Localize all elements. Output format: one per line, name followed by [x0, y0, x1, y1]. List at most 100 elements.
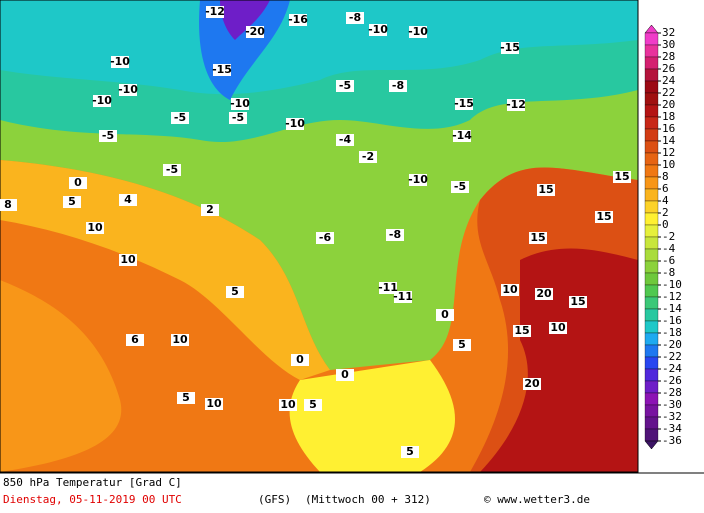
map-title: 850 hPa Temperatur [Grad C] — [3, 476, 182, 489]
map-frame — [0, 0, 639, 473]
contour-label: 4 — [124, 193, 132, 206]
contour-label-box — [205, 398, 223, 410]
scale-band — [644, 32, 659, 46]
scale-label: -20 — [662, 338, 682, 351]
scale-label: -16 — [662, 314, 682, 327]
contour-label: -5 — [174, 111, 186, 124]
contour-label: -8 — [349, 11, 361, 24]
contour-label: -4 — [339, 133, 352, 146]
contour-label: -10 — [285, 117, 305, 130]
contour-label: -20 — [245, 25, 265, 38]
scale-label: 10 — [662, 158, 675, 171]
contour-label-box — [86, 222, 104, 234]
scale-band — [644, 164, 659, 178]
scale-label: -22 — [662, 350, 682, 363]
contour-label-box — [569, 296, 587, 308]
contour-label: -10 — [118, 83, 138, 96]
scale-label: 20 — [662, 98, 675, 111]
contour-label-box — [163, 164, 181, 176]
contour-label-box — [409, 174, 427, 186]
scale-label: -8 — [662, 266, 675, 279]
contour-label-box — [111, 56, 129, 68]
scale-band — [644, 140, 659, 154]
scale-band — [644, 368, 659, 382]
contour-label: 15 — [614, 170, 629, 183]
contour-label: 20 — [524, 377, 540, 390]
contour-label-box — [69, 177, 87, 189]
scale-band — [644, 320, 659, 334]
contour-label-box — [359, 151, 377, 163]
contour-label-box — [213, 64, 231, 76]
contour-label-box — [119, 194, 137, 206]
contour-label-box — [346, 12, 364, 24]
contour-label: -12 — [205, 5, 225, 18]
contour-label: -5 — [232, 111, 244, 124]
contour-label: 8 — [4, 198, 12, 211]
scale-label: -10 — [662, 278, 682, 291]
scale-band — [644, 332, 659, 346]
scale-label: -34 — [662, 422, 682, 435]
scale-band — [644, 344, 659, 358]
contour-label-box — [453, 130, 471, 142]
contour-label: -5 — [454, 180, 466, 193]
scale-label: 18 — [662, 110, 675, 123]
scale-band — [644, 224, 659, 238]
contour-label-box — [99, 130, 117, 142]
scale-band — [644, 212, 659, 226]
scale-band — [644, 200, 659, 214]
contour-label-box — [279, 399, 297, 411]
contour-label: 5 — [309, 398, 317, 411]
scale-label: -32 — [662, 410, 682, 423]
contour-label: 10 — [120, 253, 136, 266]
contour-label-box — [63, 196, 81, 208]
contour-label-box — [455, 98, 473, 110]
scale-label: 22 — [662, 86, 675, 99]
scale-band — [644, 56, 659, 70]
contour-label: -10 — [92, 94, 112, 107]
contour-label-box — [389, 80, 407, 92]
scale-band — [644, 188, 659, 202]
contour-label: 2 — [206, 203, 214, 216]
contour-label-box — [119, 84, 137, 96]
contour-label-box — [126, 334, 144, 346]
forecast-run: (Mittwoch 00 + 312) — [305, 493, 431, 506]
scale-label: 24 — [662, 74, 676, 87]
contour-label: -5 — [166, 163, 178, 176]
contour-label: 10 — [87, 221, 103, 234]
scale-band — [644, 296, 659, 310]
scale-band — [644, 128, 659, 142]
contour-label: -8 — [389, 228, 401, 241]
contour-label: 15 — [570, 295, 585, 308]
scale-band — [644, 68, 659, 82]
contour-label: -6 — [319, 231, 332, 244]
scale-band — [644, 308, 659, 322]
contour-label-box — [537, 184, 555, 196]
contour-label: 10 — [172, 333, 188, 346]
contour-label-box — [386, 229, 404, 241]
contour-label: 15 — [514, 324, 529, 337]
model-name: (GFS) — [258, 493, 291, 506]
scale-band — [644, 404, 659, 418]
contour-label: -10 — [368, 23, 388, 36]
contour-label-box — [119, 254, 137, 266]
credit: © www.wetter3.de — [484, 493, 590, 506]
contour-label: 15 — [596, 210, 611, 223]
contour-label-box — [453, 339, 471, 351]
contour-label: -15 — [454, 97, 474, 110]
scale-label: -26 — [662, 374, 682, 387]
scale-label: 0 — [662, 218, 669, 231]
contour-label-box — [226, 286, 244, 298]
scale-band — [644, 380, 659, 394]
contour-label-box — [529, 232, 547, 244]
contour-label-box — [595, 211, 613, 223]
scale-arrow-bottom — [644, 440, 659, 450]
contour-label-box — [451, 181, 469, 193]
contour-label-box — [93, 95, 111, 107]
scale-band — [644, 284, 659, 298]
contour-label-box — [436, 309, 454, 321]
scale-label: 26 — [662, 62, 675, 75]
contour-label: 5 — [68, 195, 76, 208]
map-background — [0, 0, 638, 472]
contour-label: -10 — [110, 55, 130, 68]
